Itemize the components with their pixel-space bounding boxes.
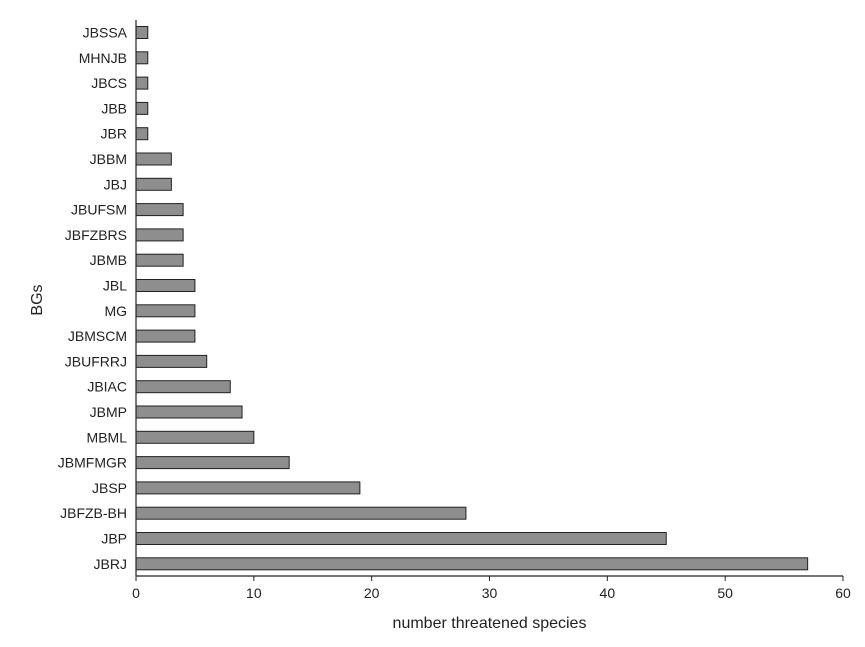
bar-mbml <box>135 430 255 444</box>
category-label-jbmfmgr: JBMFMGR <box>58 455 127 471</box>
category-label-jbbm: JBBM <box>90 151 127 167</box>
bar-jbmscm <box>135 329 196 343</box>
category-label-jbufrrj: JBUFRRJ <box>65 353 127 369</box>
bar-jbr <box>135 127 149 141</box>
category-label-jbj: JBJ <box>104 176 127 192</box>
y-axis-title: BGs <box>29 284 46 315</box>
x-axis-title: number threatened species <box>393 615 587 632</box>
bar-jbrj <box>135 557 809 571</box>
bar-jbfzb-bh <box>135 506 467 520</box>
x-tick-label-50: 50 <box>717 585 733 601</box>
x-tick-label-10: 10 <box>246 585 262 601</box>
category-label-jbcs: JBCS <box>91 75 127 91</box>
x-tick-label-30: 30 <box>482 585 498 601</box>
bar-jbbm <box>135 152 172 166</box>
bar-jbp <box>135 532 667 545</box>
x-tick-label-60: 60 <box>835 585 851 601</box>
x-ticks-group: 0 10 20 30 40 50 60 <box>132 576 851 601</box>
bar-jbl <box>135 279 196 292</box>
bar-jbufrrj <box>135 354 208 368</box>
x-tick-label-0: 0 <box>132 585 140 601</box>
category-label-jbr: JBR <box>101 126 127 142</box>
category-label-jbrj: JBRJ <box>94 556 127 572</box>
x-tick-label-40: 40 <box>600 585 616 601</box>
bar-jbiac <box>135 380 231 394</box>
category-label-jbfzbrs: JBFZBRS <box>65 227 127 243</box>
category-label-mbml: MBML <box>87 429 128 445</box>
bar-jbmb <box>135 253 184 267</box>
bar-jbssa <box>135 26 149 39</box>
category-label-jbp: JBP <box>101 531 127 547</box>
category-label-jbl: JBL <box>103 278 127 294</box>
bars-group <box>135 26 809 571</box>
category-label-jbsp: JBSP <box>92 480 127 496</box>
bar-jbsp <box>135 481 361 495</box>
x-tick-label-20: 20 <box>364 585 380 601</box>
category-label-mhnjb: MHNJB <box>79 50 127 66</box>
category-label-jbmscm: JBMSCM <box>68 328 127 344</box>
category-label-jbfzb-bh: JBFZB-BH <box>60 505 127 521</box>
bar-mg <box>135 304 196 318</box>
category-label-jbb: JBB <box>101 100 127 116</box>
bar-jbj <box>135 177 172 191</box>
category-label-jbmb: JBMB <box>90 252 127 268</box>
category-label-mg: MG <box>104 303 127 319</box>
category-label-jbmp: JBMP <box>90 404 127 420</box>
category-label-jbiac: JBIAC <box>87 379 127 395</box>
bar-jbmp <box>135 405 243 419</box>
category-label-jbufsm: JBUFSM <box>71 202 127 218</box>
bar-jbb <box>135 101 149 115</box>
bar-mhnjb <box>135 51 149 65</box>
bar-jbfzbrs <box>135 228 184 242</box>
category-labels-group: JBSSA MHNJB JBCS JBB JBR JBBM JBJ JBUFSM JBFZBRS… <box>58 25 128 572</box>
bar-jbmfmgr <box>135 456 290 470</box>
bar-jbcs <box>135 76 149 90</box>
category-label-jbssa: JBSSA <box>83 25 128 41</box>
bar-jbufsm <box>135 203 184 217</box>
